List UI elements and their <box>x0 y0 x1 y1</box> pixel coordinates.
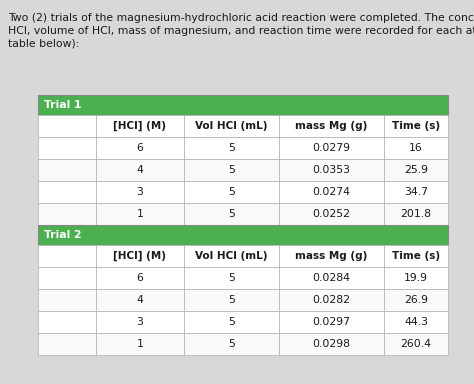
Text: 5: 5 <box>228 165 235 175</box>
Bar <box>184 245 279 267</box>
Text: 0.0297: 0.0297 <box>312 317 350 327</box>
Text: 1: 1 <box>137 209 144 219</box>
Text: 0.0353: 0.0353 <box>312 165 350 175</box>
Bar <box>38 225 448 245</box>
Bar <box>279 203 384 225</box>
Text: 0.0274: 0.0274 <box>312 187 350 197</box>
Bar <box>384 245 448 267</box>
Bar <box>279 311 384 333</box>
Text: mass Mg (g): mass Mg (g) <box>295 121 368 131</box>
Text: Vol HCl (mL): Vol HCl (mL) <box>195 251 268 261</box>
Text: 5: 5 <box>228 273 235 283</box>
Text: 6: 6 <box>137 273 144 283</box>
Text: table below):: table below): <box>8 39 79 49</box>
Text: 3: 3 <box>137 187 144 197</box>
Text: [HCl] (M): [HCl] (M) <box>113 121 166 131</box>
Text: 0.0298: 0.0298 <box>312 339 350 349</box>
Text: 4: 4 <box>137 165 144 175</box>
Bar <box>38 181 96 203</box>
Bar <box>184 267 279 289</box>
Text: 3: 3 <box>137 317 144 327</box>
Text: 0.0279: 0.0279 <box>312 143 350 153</box>
Bar <box>38 137 96 159</box>
Bar <box>184 333 279 355</box>
Bar <box>384 181 448 203</box>
Text: Vol HCl (mL): Vol HCl (mL) <box>195 121 268 131</box>
Bar <box>96 333 184 355</box>
Bar <box>184 137 279 159</box>
Text: 25.9: 25.9 <box>404 165 428 175</box>
Text: 201.8: 201.8 <box>401 209 431 219</box>
Bar <box>279 159 384 181</box>
Bar <box>184 311 279 333</box>
Text: Trial 2: Trial 2 <box>44 230 82 240</box>
Bar <box>279 245 384 267</box>
Text: 0.0282: 0.0282 <box>312 295 350 305</box>
Bar <box>96 203 184 225</box>
Bar <box>184 181 279 203</box>
Bar <box>384 203 448 225</box>
Text: 1: 1 <box>137 339 144 349</box>
Bar <box>38 267 96 289</box>
Bar <box>38 289 96 311</box>
Bar <box>184 203 279 225</box>
Bar <box>96 137 184 159</box>
Bar <box>384 333 448 355</box>
Bar <box>38 333 96 355</box>
Text: 5: 5 <box>228 209 235 219</box>
Bar <box>384 289 448 311</box>
Bar <box>38 203 96 225</box>
Bar <box>96 289 184 311</box>
Bar <box>38 159 96 181</box>
Bar <box>96 311 184 333</box>
Bar <box>184 289 279 311</box>
Bar <box>384 115 448 137</box>
Text: 5: 5 <box>228 339 235 349</box>
Bar <box>96 181 184 203</box>
Bar <box>184 159 279 181</box>
Bar <box>38 115 96 137</box>
Text: Time (s): Time (s) <box>392 121 440 131</box>
Text: mass Mg (g): mass Mg (g) <box>295 251 368 261</box>
Text: 34.7: 34.7 <box>404 187 428 197</box>
Text: 5: 5 <box>228 187 235 197</box>
Bar <box>184 115 279 137</box>
Bar <box>38 311 96 333</box>
Bar <box>96 115 184 137</box>
Bar <box>279 267 384 289</box>
Bar <box>279 181 384 203</box>
Text: 19.9: 19.9 <box>404 273 428 283</box>
Bar <box>384 137 448 159</box>
Bar <box>96 267 184 289</box>
Bar <box>96 245 184 267</box>
Text: 26.9: 26.9 <box>404 295 428 305</box>
Text: 5: 5 <box>228 317 235 327</box>
Text: 5: 5 <box>228 295 235 305</box>
Text: 260.4: 260.4 <box>401 339 431 349</box>
Bar <box>279 289 384 311</box>
Bar <box>384 311 448 333</box>
Bar <box>279 333 384 355</box>
Text: HCl, volume of HCl, mass of magnesium, and reaction time were recorded for each : HCl, volume of HCl, mass of magnesium, a… <box>8 26 474 36</box>
Bar <box>279 137 384 159</box>
Bar <box>96 159 184 181</box>
Bar <box>38 95 448 115</box>
Text: 44.3: 44.3 <box>404 317 428 327</box>
Text: 6: 6 <box>137 143 144 153</box>
Bar <box>38 245 96 267</box>
Text: 0.0284: 0.0284 <box>312 273 350 283</box>
Text: 16: 16 <box>409 143 423 153</box>
Text: Trial 1: Trial 1 <box>44 100 82 110</box>
Bar <box>384 159 448 181</box>
Text: Two (2) trials of the magnesium-hydrochloric acid reaction were completed. The c: Two (2) trials of the magnesium-hydrochl… <box>8 13 474 23</box>
Text: [HCl] (M): [HCl] (M) <box>113 251 166 261</box>
Text: 4: 4 <box>137 295 144 305</box>
Text: 0.0252: 0.0252 <box>312 209 350 219</box>
Bar <box>384 267 448 289</box>
Text: Time (s): Time (s) <box>392 251 440 261</box>
Text: 5: 5 <box>228 143 235 153</box>
Bar <box>279 115 384 137</box>
